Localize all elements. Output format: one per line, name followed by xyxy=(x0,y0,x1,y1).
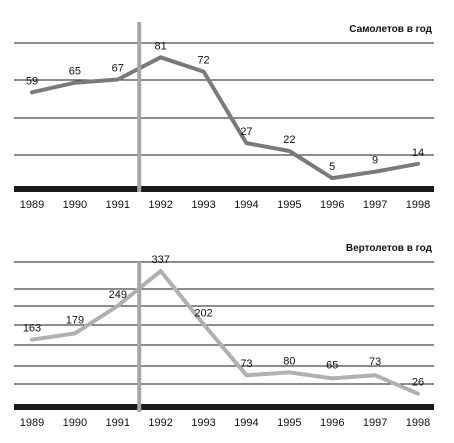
x-tick-label: 1989 xyxy=(20,417,44,429)
x-tick-label: 1991 xyxy=(106,199,130,211)
chart-title: Вертолетов в год xyxy=(346,243,433,254)
x-tick-label: 1997 xyxy=(363,417,387,429)
data-label: 73 xyxy=(240,358,252,370)
x-tick-label: 1989 xyxy=(20,199,44,211)
chart-title: Самолетов в год xyxy=(349,24,432,35)
x-axis-baseline xyxy=(14,404,434,410)
panel-helicopters: Вертолетов в год 163 179 249 337 202 73 80 65 73… xyxy=(14,243,434,429)
data-label: 27 xyxy=(240,126,252,138)
data-label: 67 xyxy=(112,63,124,75)
data-label: 72 xyxy=(197,55,209,67)
data-label: 26 xyxy=(412,377,424,389)
x-tick-label: 1996 xyxy=(320,417,344,429)
x-tick-label: 1994 xyxy=(234,417,258,429)
x-tick-label: 1992 xyxy=(148,199,172,211)
x-tick-label: 1995 xyxy=(277,199,301,211)
data-label: 5 xyxy=(329,161,335,173)
data-label: 59 xyxy=(26,75,38,87)
series-line xyxy=(30,269,420,396)
data-label: 65 xyxy=(69,66,81,78)
data-label: 80 xyxy=(283,355,295,367)
x-axis-baseline xyxy=(14,186,434,192)
x-tick-label: 1992 xyxy=(148,417,172,429)
x-tick-label: 1993 xyxy=(191,199,215,211)
x-tick-label: 1997 xyxy=(363,199,387,211)
data-label: 73 xyxy=(369,356,381,368)
data-label: 9 xyxy=(372,155,378,167)
x-tick-label: 1995 xyxy=(277,417,301,429)
data-label: 81 xyxy=(155,40,167,52)
x-tick-label: 1991 xyxy=(106,417,130,429)
x-tick-label: 1990 xyxy=(63,199,87,211)
data-label: 65 xyxy=(326,359,338,371)
data-label: 202 xyxy=(194,307,212,319)
data-label: 22 xyxy=(283,134,295,146)
x-tick-label: 1998 xyxy=(406,417,430,429)
data-label: 179 xyxy=(66,314,84,326)
x-tick-label: 1994 xyxy=(234,199,258,211)
data-label: 14 xyxy=(412,147,424,159)
x-tick-label: 1993 xyxy=(191,417,215,429)
x-tick-label: 1996 xyxy=(320,199,344,211)
x-tick-label: 1990 xyxy=(63,417,87,429)
x-tick-label: 1998 xyxy=(406,199,430,211)
data-label: 163 xyxy=(23,323,41,335)
series-line xyxy=(30,55,420,181)
data-label: 249 xyxy=(109,289,127,301)
data-label: 337 xyxy=(151,254,169,266)
